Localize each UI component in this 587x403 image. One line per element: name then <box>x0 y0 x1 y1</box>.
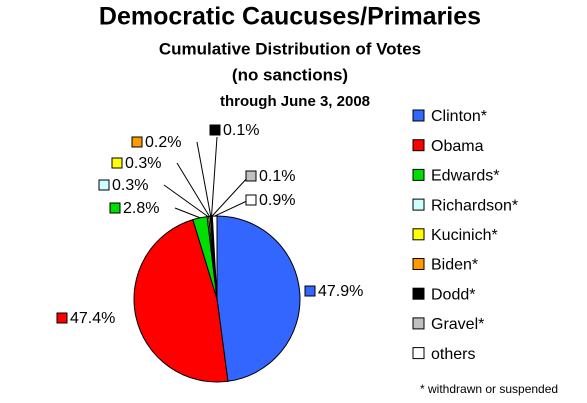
chart-subtitle: through June 3, 2008 <box>220 93 370 110</box>
leader-line <box>214 199 250 217</box>
legend-label: Kucinich* <box>431 227 498 244</box>
legend-label: Biden* <box>431 257 478 274</box>
data-label: 0.3% <box>112 177 148 194</box>
label-swatch <box>131 136 143 148</box>
data-label: 47.9% <box>318 283 363 300</box>
label-swatch <box>304 285 316 297</box>
legend-label: Richardson* <box>431 197 518 214</box>
data-label: 0.1% <box>223 122 259 139</box>
legend-swatch <box>412 198 425 211</box>
data-label: 0.2% <box>145 134 181 151</box>
label-swatch <box>209 124 221 136</box>
legend-swatch <box>412 258 425 270</box>
chart-subtitle: Cumulative Distribution of Votes <box>159 39 421 58</box>
label-swatch <box>245 170 257 182</box>
label-swatch <box>111 157 123 169</box>
leader-line <box>163 184 209 217</box>
legend-swatch <box>412 228 425 241</box>
pie-slice <box>211 215 218 300</box>
data-label: 0.3% <box>125 155 161 172</box>
leader-line <box>211 136 218 217</box>
chart-subtitle: (no sanctions) <box>232 65 348 84</box>
label-swatch <box>109 202 121 214</box>
legend-label: Dodd* <box>431 286 475 303</box>
legend-swatch <box>412 287 425 300</box>
leader-line <box>176 162 210 217</box>
label-swatch <box>245 194 257 206</box>
legend-swatch <box>412 168 425 181</box>
label-swatch <box>56 312 68 324</box>
legend-swatch <box>412 139 425 152</box>
legend-label: others <box>431 346 475 363</box>
footnote: * withdrawn or suspended <box>420 382 558 396</box>
data-label: 47.4% <box>70 310 115 327</box>
data-label: 0.1% <box>259 168 295 185</box>
legend-label: Clinton* <box>431 108 487 125</box>
legend-swatch <box>412 347 425 360</box>
leader-line <box>174 207 201 219</box>
data-label: 2.8% <box>123 200 159 217</box>
legend-label: Obama <box>431 138 484 155</box>
data-label: 0.9% <box>259 192 295 209</box>
chart-title: Democratic Caucuses/Primaries <box>99 3 481 31</box>
legend-label: Edwards* <box>431 168 499 185</box>
leader-line <box>211 175 250 217</box>
pie-slice <box>216 215 301 382</box>
legend-swatch <box>412 109 425 122</box>
leader-line <box>196 141 212 217</box>
label-swatch <box>98 179 110 191</box>
legend-swatch <box>412 317 425 330</box>
pie-slice <box>133 218 229 383</box>
legend-label: Gravel* <box>431 316 484 333</box>
